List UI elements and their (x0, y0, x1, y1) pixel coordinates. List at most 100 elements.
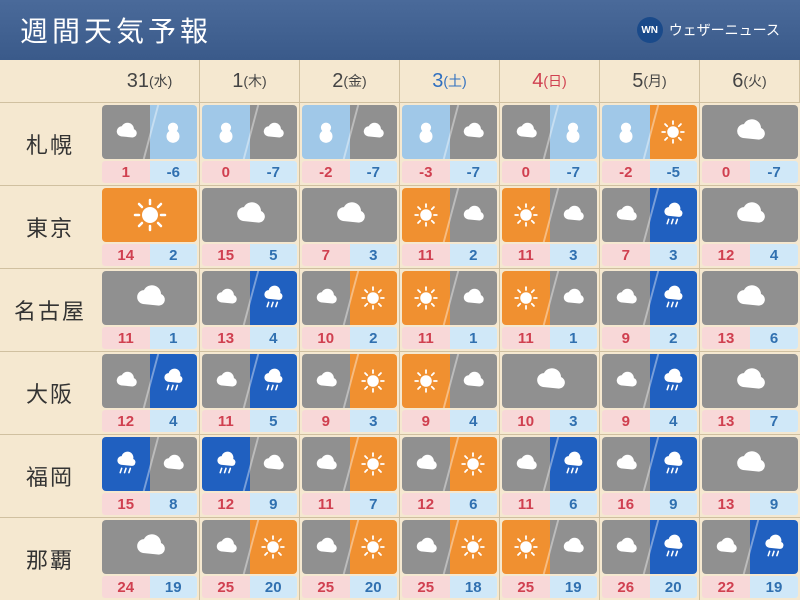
day-dow: (土) (443, 71, 466, 91)
temp-row: 25 19 (502, 576, 597, 598)
forecast-cell: 12 6 (400, 434, 500, 517)
day-header: 4(日) (500, 60, 600, 102)
forecast-cell: -3 -7 (400, 102, 500, 185)
temp-row: 11 5 (202, 410, 297, 432)
city-label: 福岡 (0, 434, 100, 517)
temp-low: 6 (750, 327, 798, 349)
temp-low: 9 (750, 493, 798, 515)
cloudy-icon (260, 451, 286, 477)
sunny-icon (413, 202, 439, 228)
temp-high: 25 (202, 576, 250, 598)
forecast-cell: -2 -7 (300, 102, 400, 185)
cloudy-icon (613, 368, 639, 394)
cloudy-icon (113, 119, 139, 145)
weather-icon-row (302, 354, 397, 408)
sunny-icon (360, 534, 386, 560)
day-dow: (日) (543, 71, 566, 91)
temp-row: 11 3 (502, 244, 597, 266)
cloudy-icon (732, 197, 768, 233)
cloudy-icon (213, 534, 239, 560)
temp-row: 9 4 (602, 410, 697, 432)
temp-high: 11 (502, 244, 550, 266)
temp-row: 0 -7 (702, 161, 798, 183)
cloudy-icon (213, 368, 239, 394)
cloudy-icon (313, 534, 339, 560)
forecast-cell: 12 4 (100, 351, 200, 434)
forecast-cell: -2 -5 (600, 102, 700, 185)
temp-low: 19 (550, 576, 598, 598)
cloudy-icon (732, 363, 768, 399)
temp-low: -5 (650, 161, 698, 183)
rain-icon (260, 368, 286, 394)
temp-high: 12 (702, 244, 750, 266)
weather-icon-row (602, 520, 697, 574)
sunny-icon (513, 534, 539, 560)
temp-row: 7 3 (602, 244, 697, 266)
cloudy-icon (313, 285, 339, 311)
forecast-cell: 15 8 (100, 434, 200, 517)
temp-low: 19 (750, 576, 798, 598)
forecast-cell: 13 7 (700, 351, 800, 434)
temp-high: 14 (102, 244, 150, 266)
cloudy-icon (613, 534, 639, 560)
cloudy-icon (732, 280, 768, 316)
temp-row: 10 3 (502, 410, 597, 432)
city-label: 名古屋 (0, 268, 100, 351)
temp-row: 11 7 (302, 493, 397, 515)
temp-low: 2 (150, 244, 198, 266)
sunny-icon (360, 451, 386, 477)
cloudy-icon (560, 534, 586, 560)
forecast-cell: 10 3 (500, 351, 600, 434)
forecast-cell: 25 20 (200, 517, 300, 600)
temp-row: 10 2 (302, 327, 397, 349)
temp-low: 1 (450, 327, 498, 349)
temp-high: -2 (602, 161, 650, 183)
temp-row: 11 1 (402, 327, 497, 349)
weather-icon-row (602, 188, 697, 242)
weather-icon-row (302, 520, 397, 574)
temp-row: 25 18 (402, 576, 497, 598)
rain-icon (113, 451, 139, 477)
temp-row: 13 7 (702, 410, 798, 432)
page-title: 週間天気予報 (20, 10, 212, 50)
cloudy-icon (513, 119, 539, 145)
snow-icon (313, 119, 339, 145)
day-header: 1(木) (200, 60, 300, 102)
cloudy-icon (332, 197, 368, 233)
forecast-cell: 26 20 (600, 517, 700, 600)
forecast-cell: 11 3 (500, 185, 600, 268)
temp-low: 6 (550, 493, 598, 515)
cloudy-icon (260, 119, 286, 145)
weather-icon-row (402, 271, 497, 325)
weather-icon-row (702, 354, 798, 408)
temp-low: 3 (650, 244, 698, 266)
temp-row: 12 4 (702, 244, 798, 266)
temp-row: 11 6 (502, 493, 597, 515)
day-dow: (火) (743, 71, 766, 91)
temp-low: -6 (150, 161, 198, 183)
temp-row: 1 -6 (102, 161, 197, 183)
temp-low: 7 (350, 493, 398, 515)
temp-low: 1 (550, 327, 598, 349)
temp-high: 24 (102, 576, 150, 598)
forecast-cell: 11 6 (500, 434, 600, 517)
weather-icon-row (402, 437, 497, 491)
cloudy-icon (460, 202, 486, 228)
temp-high: 9 (602, 410, 650, 432)
cloudy-icon (613, 451, 639, 477)
temp-high: 13 (702, 410, 750, 432)
forecast-cell: 11 1 (500, 268, 600, 351)
temp-row: 11 2 (402, 244, 497, 266)
forecast-cell: 1 -6 (100, 102, 200, 185)
day-dow: (水) (149, 71, 172, 91)
snow-icon (213, 119, 239, 145)
temp-low: 1 (150, 327, 198, 349)
weather-icon-row (602, 105, 697, 159)
temp-low: 5 (250, 410, 298, 432)
temp-low: 9 (250, 493, 298, 515)
weather-icon-row (302, 271, 397, 325)
forecast-cell: 13 6 (700, 268, 800, 351)
day-date: 31 (127, 70, 149, 93)
temp-row: 25 20 (202, 576, 297, 598)
weather-icon-row (602, 271, 697, 325)
